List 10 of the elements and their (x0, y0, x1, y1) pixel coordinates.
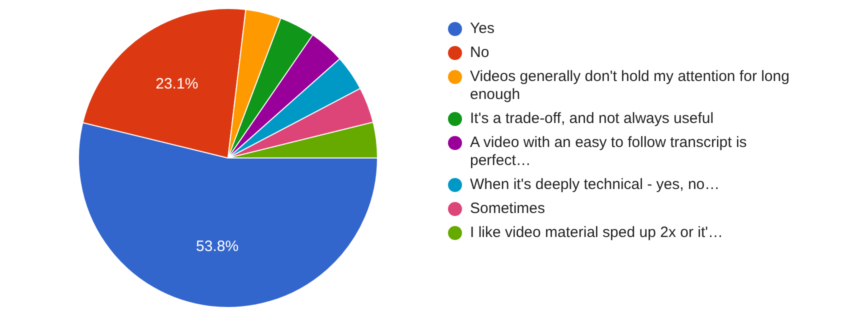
legend-label: I like video material sped up 2x or it'… (470, 224, 723, 242)
legend-label: A video with an easy to follow transcript is perfect… (470, 134, 748, 170)
legend-label: It's a trade-off, and not always useful (470, 110, 714, 128)
data-label: 53.8% (196, 238, 239, 256)
data-label: 23.1% (156, 75, 198, 92)
legend-label: Yes (470, 20, 494, 38)
legend-label: Sometimes (470, 200, 546, 218)
legend-label: No (470, 44, 490, 62)
legend-label: Videos generally don't hold my attention for long enough (470, 68, 790, 104)
legend-label: When it's deeply technical - yes, no… (470, 176, 720, 194)
